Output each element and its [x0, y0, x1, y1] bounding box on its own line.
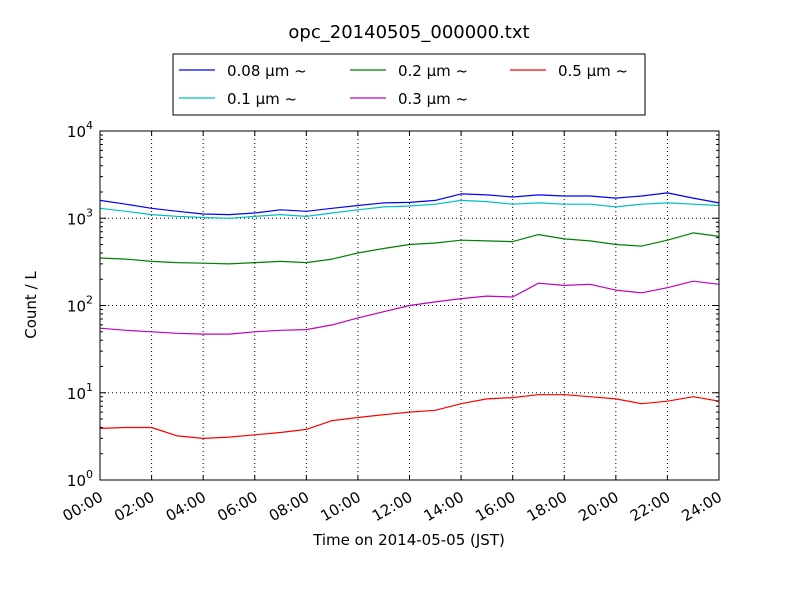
legend-label: 0.08 μm ~	[227, 62, 307, 80]
x-tick-label: 18:00	[524, 488, 570, 525]
y-tick-label: 101	[67, 381, 93, 403]
y-tick-label-base: 10	[67, 210, 86, 228]
series-line-0	[99, 192, 720, 216]
y-tick-label-base: 10	[67, 385, 86, 403]
y-tick-label: 102	[67, 294, 93, 316]
x-tick-label: 02:00	[111, 488, 157, 525]
series-line-4	[99, 394, 720, 439]
x-tick-label: 12:00	[369, 488, 415, 525]
x-axis-label: Time on 2014-05-05 (JST)	[312, 531, 505, 549]
x-tick-label: 16:00	[472, 488, 518, 525]
x-tick-label: 08:00	[266, 488, 312, 525]
y-tick-label-exponent: 1	[86, 381, 93, 394]
series-line-2	[99, 232, 720, 265]
chart-title: opc_20140505_000000.txt	[288, 22, 529, 43]
y-tick-label: 104	[67, 119, 93, 141]
y-tick-label-exponent: 0	[86, 468, 93, 481]
y-tick-label-exponent: 4	[86, 119, 93, 132]
x-tick-label: 20:00	[575, 488, 621, 525]
legend-frame	[172, 53, 646, 116]
x-tick-label: 00:00	[60, 488, 106, 525]
y-tick-label-base: 10	[67, 472, 86, 490]
series-lines	[99, 192, 720, 439]
y-tick-label-exponent: 3	[86, 206, 93, 219]
x-tick-label: 06:00	[214, 488, 260, 525]
axis-ticks: 00:00 02:00 04:00 06:00 08:00 10:00 12:00 14:00…	[60, 119, 725, 525]
series-line-1	[99, 199, 720, 219]
legend: 0.08 μm ~ 0.1 μm ~ 0.2 μm ~ 0.3 μm ~ 0.5 μm …	[172, 53, 646, 116]
series-line-3	[99, 280, 720, 335]
x-tick-label: 10:00	[317, 488, 363, 525]
x-tick-label: 14:00	[421, 488, 467, 525]
y-tick-label-base: 10	[67, 298, 86, 316]
y-axis-label: Count / L	[22, 271, 40, 339]
y-tick-label: 103	[67, 206, 93, 228]
x-tick-label: 04:00	[163, 488, 209, 525]
y-tick-label: 100	[67, 468, 93, 490]
x-tick-label: 24:00	[679, 488, 725, 525]
y-tick-label-exponent: 2	[86, 294, 93, 307]
legend-label: 0.5 μm ~	[558, 62, 628, 80]
x-tick-label: 22:00	[627, 488, 673, 525]
y-tick-label-base: 10	[67, 123, 86, 141]
legend-label: 0.2 μm ~	[398, 62, 468, 80]
legend-label: 0.1 μm ~	[227, 90, 297, 108]
legend-label: 0.3 μm ~	[398, 90, 468, 108]
